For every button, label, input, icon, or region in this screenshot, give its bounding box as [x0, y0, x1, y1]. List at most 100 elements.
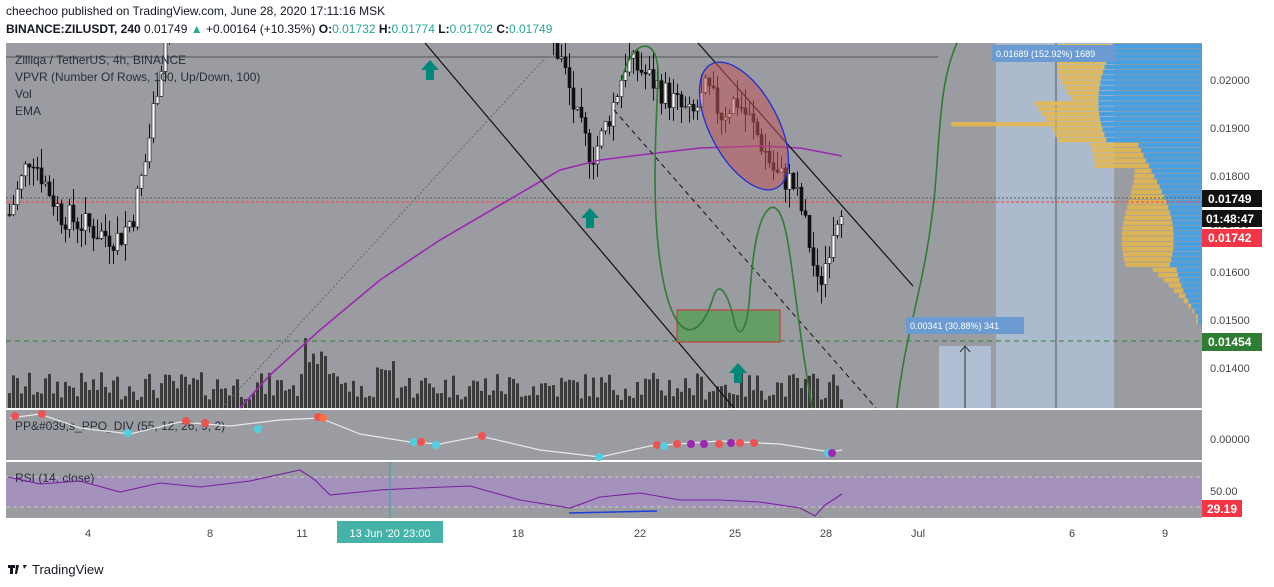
vpvr-bar-up	[1166, 200, 1202, 205]
time-tick: 11	[296, 528, 307, 540]
volume-bar	[80, 372, 83, 408]
volume-bar	[604, 382, 607, 408]
candle-body	[163, 43, 168, 72]
chart-canvas[interactable]: Zilliqa / TetherUS, 4h, BINANCE VPVR (Nu…	[0, 40, 1274, 560]
volume-bar	[132, 391, 135, 408]
volume-bar	[148, 373, 151, 408]
vpvr-bar-down	[1062, 80, 1101, 85]
volume-bar	[96, 389, 99, 408]
ppo-signal-dot	[254, 425, 262, 433]
candle-body	[615, 96, 620, 103]
volume-bar	[544, 383, 547, 408]
volume-bar	[204, 395, 207, 408]
price-change: +0.00164 (+10.35%)	[206, 22, 316, 36]
vpvr-bar-down	[1092, 148, 1141, 153]
candle-body	[555, 43, 560, 59]
volume-bar	[184, 376, 187, 408]
ppo-signal-dot	[700, 440, 708, 448]
volume-bar	[168, 374, 171, 408]
vpvr-bar-up	[1106, 137, 1202, 143]
candle-body	[147, 137, 152, 163]
volume-bar	[288, 389, 291, 408]
volume-bar	[292, 385, 295, 408]
candle-body	[23, 163, 28, 177]
trendline-dotted	[221, 54, 549, 409]
volume-bar	[616, 394, 619, 408]
ema-badge	[1202, 229, 1262, 247]
vpvr-bar-up	[1164, 194, 1202, 200]
vpvr-bar-up	[1176, 267, 1202, 273]
candle-body	[819, 276, 824, 285]
volume-bar	[688, 388, 691, 408]
vpvr-bar-up	[1101, 75, 1202, 80]
candle-body	[559, 56, 564, 59]
last-price-badge	[1202, 190, 1262, 207]
candle-body	[687, 103, 692, 108]
candle-body	[11, 204, 16, 215]
vpvr-bar-down	[1134, 168, 1152, 174]
candle-body	[599, 130, 604, 147]
volume-bar	[320, 351, 323, 408]
candle-body	[683, 106, 688, 109]
ppo-pane[interactable]	[6, 410, 1202, 460]
volume-bar	[752, 390, 755, 408]
vpvr-bar-up	[1173, 231, 1202, 236]
volume-bar	[484, 378, 487, 408]
volume-bar	[684, 378, 687, 408]
vpvr-bar-up	[1170, 262, 1202, 267]
volume-bar	[124, 395, 127, 408]
vpvr-bar-up	[1151, 168, 1202, 174]
candle-body	[619, 80, 624, 97]
volume-bar	[624, 388, 627, 408]
volume-bar	[60, 397, 63, 408]
vpvr-bar-up	[1098, 96, 1202, 101]
time-axis-ticks: 4 8 11 13 Jun '20 23:00 18 22 25 28 Jul 6 9	[85, 521, 1168, 543]
volume-bar	[784, 396, 787, 408]
volume-bar	[840, 399, 843, 408]
candle-body	[91, 225, 96, 239]
vpvr-bar-down	[1131, 189, 1162, 195]
high-label: H:	[378, 22, 392, 36]
volume-bar	[116, 376, 119, 408]
volume-bar	[692, 395, 695, 408]
volume-bar	[676, 388, 679, 408]
vpvr-bar-down	[1133, 179, 1157, 184]
volume-bar	[372, 397, 375, 408]
time-axis[interactable]	[0, 518, 1274, 544]
price-tick: 0.01500	[1210, 315, 1250, 327]
volume-bar	[120, 399, 123, 408]
vpvr-bar-down	[1125, 210, 1170, 215]
volume-bar	[556, 396, 559, 408]
volume-bar	[48, 374, 51, 408]
ppo-signal-dot	[715, 440, 723, 448]
vpvr-bar-up	[1104, 132, 1202, 137]
vpvr-bar-up	[1177, 272, 1202, 278]
vpvr-bar-down	[1173, 288, 1184, 293]
candle-body	[123, 226, 128, 245]
candle-body	[135, 188, 140, 228]
candle-body	[651, 69, 656, 89]
volume-bar	[200, 372, 203, 408]
price-tick: 0.01800	[1210, 171, 1250, 183]
rsi-divergence-line	[568, 510, 658, 514]
candle-body	[103, 230, 108, 237]
candle-body	[99, 230, 104, 239]
volume-bar	[128, 386, 131, 408]
vpvr-bar-up	[1159, 184, 1202, 189]
time-tick: 6	[1069, 528, 1075, 540]
vpvr-bar-up	[1098, 106, 1202, 111]
vpvr-bar-down	[1188, 304, 1192, 309]
measure-bottom-label: 0.00341 (30.88%) 341	[910, 321, 999, 331]
vpvr-bar-down	[1126, 205, 1169, 210]
last-price: 0.01749	[144, 22, 188, 36]
volume-bar	[732, 394, 735, 408]
volume-bar	[416, 393, 419, 408]
price-axis[interactable]	[1202, 40, 1274, 518]
projection-curve	[621, 45, 813, 409]
vpvr-bar-up	[1173, 241, 1202, 247]
volume-bar	[584, 374, 587, 408]
volume-bar	[456, 394, 459, 408]
volume-bar	[400, 387, 403, 408]
volume-bar	[216, 379, 219, 408]
vpvr-bar-down	[1121, 236, 1174, 241]
